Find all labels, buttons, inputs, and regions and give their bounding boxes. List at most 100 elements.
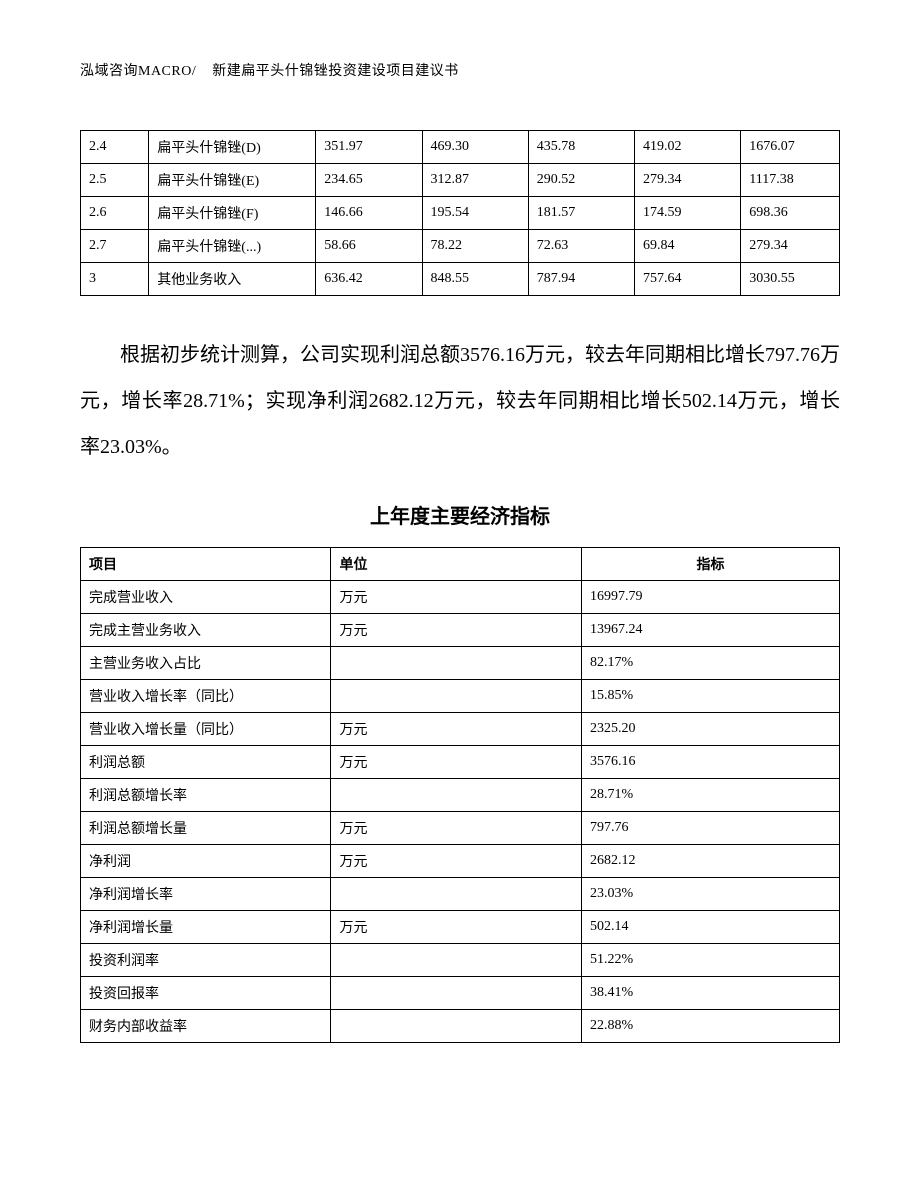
table-cell: 完成主营业务收入	[81, 614, 331, 647]
table-cell: 38.41%	[581, 977, 839, 1010]
table-cell: 58.66	[316, 230, 422, 263]
table-cell: 2325.20	[581, 713, 839, 746]
table-cell: 279.34	[635, 164, 741, 197]
table-cell: 2682.12	[581, 845, 839, 878]
table-row: 完成主营业务收入万元13967.24	[81, 614, 840, 647]
table-cell: 扁平头什锦锉(...)	[149, 230, 316, 263]
header-doc-title: 新建扁平头什锦锉投资建设项目建议书	[212, 64, 459, 79]
table-cell: 利润总额增长率	[81, 779, 331, 812]
table-cell: 万元	[331, 812, 581, 845]
table-cell: 万元	[331, 614, 581, 647]
table-row: 完成营业收入万元16997.79	[81, 581, 840, 614]
table-cell: 万元	[331, 713, 581, 746]
table-cell: 181.57	[528, 197, 634, 230]
table-row: 净利润增长率 23.03%	[81, 878, 840, 911]
table-cell: 22.88%	[581, 1010, 839, 1043]
page-header: 泓域咨询MACRO/ 新建扁平头什锦锉投资建设项目建议书	[80, 60, 840, 80]
table-cell: 757.64	[635, 263, 741, 296]
table2-col-project: 项目	[81, 548, 331, 581]
table-row: 营业收入增长量（同比）万元2325.20	[81, 713, 840, 746]
table-cell: 82.17%	[581, 647, 839, 680]
table-cell: 234.65	[316, 164, 422, 197]
table-cell: 2.5	[81, 164, 149, 197]
table-cell: 174.59	[635, 197, 741, 230]
revenue-breakdown-table: 2.4扁平头什锦锉(D)351.97469.30435.78419.021676…	[80, 130, 840, 296]
table-cell	[331, 680, 581, 713]
table-cell	[331, 944, 581, 977]
section-title: 上年度主要经济指标	[80, 500, 840, 529]
table-row: 2.5扁平头什锦锉(E)234.65312.87290.52279.341117…	[81, 164, 840, 197]
table-cell: 2.7	[81, 230, 149, 263]
table-cell: 72.63	[528, 230, 634, 263]
table-cell: 435.78	[528, 131, 634, 164]
table-cell: 28.71%	[581, 779, 839, 812]
table-cell: 51.22%	[581, 944, 839, 977]
table-cell: 万元	[331, 581, 581, 614]
table-cell: 351.97	[316, 131, 422, 164]
table-cell: 3	[81, 263, 149, 296]
table-row: 营业收入增长率（同比）15.85%	[81, 680, 840, 713]
table2-col-unit: 单位	[331, 548, 581, 581]
document-page: 泓域咨询MACRO/ 新建扁平头什锦锉投资建设项目建议书 2.4扁平头什锦锉(D…	[0, 0, 920, 1191]
table-cell: 312.87	[422, 164, 528, 197]
table-cell: 净利润增长量	[81, 911, 331, 944]
table-row: 主营业务收入占比 82.17%	[81, 647, 840, 680]
table-cell: 利润总额	[81, 746, 331, 779]
table-row: 投资利润率 51.22%	[81, 944, 840, 977]
economic-indicators-table: 项目 单位 指标 完成营业收入万元16997.79完成主营业务收入万元13967…	[80, 547, 840, 1043]
table-cell: 净利润增长率	[81, 878, 331, 911]
table-cell: 2.4	[81, 131, 149, 164]
table-cell: 财务内部收益率	[81, 1010, 331, 1043]
table-cell: 其他业务收入	[149, 263, 316, 296]
header-company: 泓域咨询MACRO/	[80, 64, 196, 79]
table-cell: 投资利润率	[81, 944, 331, 977]
table-cell: 营业收入增长量（同比）	[81, 713, 331, 746]
table-row: 利润总额万元3576.16	[81, 746, 840, 779]
table1-body: 2.4扁平头什锦锉(D)351.97469.30435.78419.021676…	[81, 131, 840, 296]
table-cell: 279.34	[741, 230, 840, 263]
table2-header-row: 项目 单位 指标	[81, 548, 840, 581]
table2-body: 完成营业收入万元16997.79完成主营业务收入万元13967.24主营业务收入…	[81, 581, 840, 1043]
table-cell: 636.42	[316, 263, 422, 296]
table-cell: 469.30	[422, 131, 528, 164]
table-cell: 290.52	[528, 164, 634, 197]
table-cell: 195.54	[422, 197, 528, 230]
table-cell: 扁平头什锦锉(F)	[149, 197, 316, 230]
table-cell: 848.55	[422, 263, 528, 296]
table-cell: 797.76	[581, 812, 839, 845]
table-cell: 419.02	[635, 131, 741, 164]
table-cell: 万元	[331, 746, 581, 779]
table-cell: 万元	[331, 845, 581, 878]
table-row: 2.4扁平头什锦锉(D)351.97469.30435.78419.021676…	[81, 131, 840, 164]
summary-paragraph: 根据初步统计测算，公司实现利润总额3576.16万元，较去年同期相比增长797.…	[80, 332, 840, 470]
table-cell: 1676.07	[741, 131, 840, 164]
table-cell	[331, 647, 581, 680]
table-cell: 78.22	[422, 230, 528, 263]
table-row: 利润总额增长率 28.71%	[81, 779, 840, 812]
table-cell	[331, 1010, 581, 1043]
table-row: 净利润增长量万元502.14	[81, 911, 840, 944]
table-cell	[331, 779, 581, 812]
table-cell: 23.03%	[581, 878, 839, 911]
table-cell: 利润总额增长量	[81, 812, 331, 845]
table-cell: 主营业务收入占比	[81, 647, 331, 680]
table-cell: 万元	[331, 911, 581, 944]
table-cell: 投资回报率	[81, 977, 331, 1010]
table-cell: 扁平头什锦锉(D)	[149, 131, 316, 164]
table-cell	[331, 878, 581, 911]
table-cell: 净利润	[81, 845, 331, 878]
table-cell: 2.6	[81, 197, 149, 230]
table-row: 2.7扁平头什锦锉(...)58.6678.2272.6369.84279.34	[81, 230, 840, 263]
table-cell: 3576.16	[581, 746, 839, 779]
table-cell: 502.14	[581, 911, 839, 944]
table-row: 财务内部收益率 22.88%	[81, 1010, 840, 1043]
table-cell: 698.36	[741, 197, 840, 230]
table-cell: 13967.24	[581, 614, 839, 647]
table2-col-indicator: 指标	[581, 548, 839, 581]
table-cell: 787.94	[528, 263, 634, 296]
table-cell: 1117.38	[741, 164, 840, 197]
table-row: 2.6扁平头什锦锉(F)146.66195.54181.57174.59698.…	[81, 197, 840, 230]
table-cell: 146.66	[316, 197, 422, 230]
table-cell	[331, 977, 581, 1010]
table-cell: 16997.79	[581, 581, 839, 614]
